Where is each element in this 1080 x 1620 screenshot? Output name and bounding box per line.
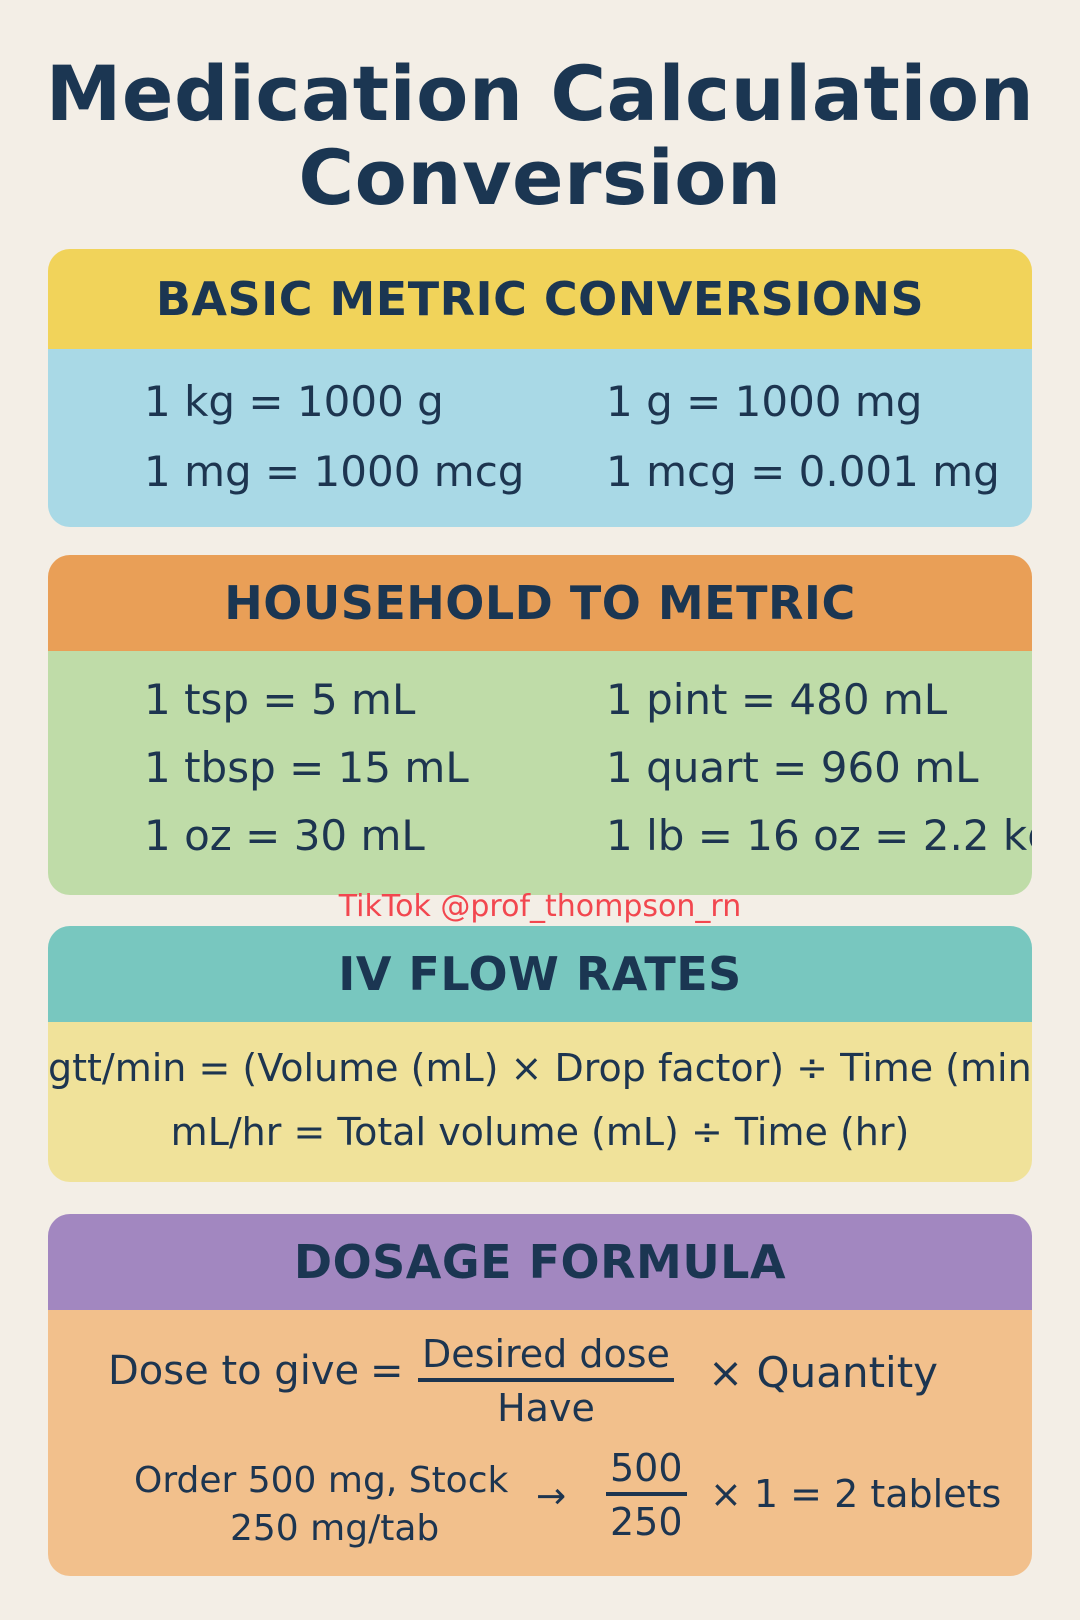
- metric-row-1-left: 1 kg = 1000 g: [144, 377, 444, 426]
- household-to-metric-body: 1 tsp = 5 mL 1 pint = 480 mL 1 tbsp = 15…: [48, 651, 1032, 895]
- household-row-3-right: 1 lb = 16 oz = 2.2 kg: [606, 811, 1032, 860]
- household-row-1-right: 1 pint = 480 mL: [606, 675, 948, 724]
- title-line-1: Medication Calculation: [45, 49, 1035, 138]
- household-to-metric-card: HOUSEHOLD TO METRIC 1 tsp = 5 mL 1 pint …: [48, 555, 1032, 895]
- household-row-1-left: 1 tsp = 5 mL: [144, 675, 416, 724]
- tiktok-watermark: TikTok @prof_thompson_rn: [338, 889, 742, 924]
- household-row-2-right: 1 quart = 960 mL: [606, 743, 979, 792]
- formula-times-quantity: × Quantity: [708, 1348, 939, 1397]
- example-order-line-1: Order 500 mg, Stock: [134, 1460, 509, 1501]
- household-row-2-left: 1 tbsp = 15 mL: [144, 743, 469, 792]
- example-result: × 1 = 2 tablets: [710, 1472, 1002, 1516]
- example-fraction: 500 250: [606, 1446, 687, 1544]
- iv-flow-rates-header: IV FLOW RATES: [48, 926, 1032, 1022]
- example-numerator: 500: [606, 1446, 687, 1496]
- metric-conversions-header: BASIC METRIC CONVERSIONS: [48, 249, 1032, 349]
- metric-conversions-card: BASIC METRIC CONVERSIONS 1 kg = 1000 g 1…: [48, 249, 1032, 527]
- formula-fraction: Desired dose Have: [418, 1332, 674, 1430]
- dosage-formula-body: Dose to give = Desired dose Have × Quant…: [48, 1310, 1032, 1576]
- metric-conversions-body: 1 kg = 1000 g 1 g = 1000 mg 1 mg = 1000 …: [48, 349, 1032, 527]
- formula-numerator: Desired dose: [418, 1332, 674, 1382]
- example-order-line-2: 250 mg/tab: [230, 1508, 440, 1549]
- household-to-metric-header: HOUSEHOLD TO METRIC: [48, 555, 1032, 651]
- metric-row-2-left: 1 mg = 1000 mcg: [144, 447, 525, 496]
- page-title: Medication Calculation Conversion: [0, 52, 1080, 220]
- example-denominator: 250: [610, 1500, 683, 1544]
- metric-row-1-right: 1 g = 1000 mg: [606, 377, 923, 426]
- iv-flow-rates-body: gtt/min = (Volume (mL) × Drop factor) ÷ …: [48, 1022, 1032, 1182]
- iv-formula-ml-hr: mL/hr = Total volume (mL) ÷ Time (hr): [170, 1110, 910, 1154]
- dosage-formula-header: DOSAGE FORMULA: [48, 1214, 1032, 1310]
- formula-lhs: Dose to give: [108, 1348, 360, 1394]
- example-arrow-icon: →: [536, 1476, 567, 1517]
- formula-equals: =: [370, 1348, 404, 1394]
- dosage-formula-card: DOSAGE FORMULA Dose to give = Desired do…: [48, 1214, 1032, 1576]
- household-row-3-left: 1 oz = 30 mL: [144, 811, 425, 860]
- iv-flow-rates-card: IV FLOW RATES gtt/min = (Volume (mL) × D…: [48, 926, 1032, 1182]
- title-line-2: Conversion: [298, 133, 782, 222]
- formula-denominator: Have: [497, 1386, 595, 1430]
- iv-formula-gtt: gtt/min = (Volume (mL) × Drop factor) ÷ …: [48, 1046, 1032, 1090]
- metric-row-2-right: 1 mcg = 0.001 mg: [606, 447, 1000, 496]
